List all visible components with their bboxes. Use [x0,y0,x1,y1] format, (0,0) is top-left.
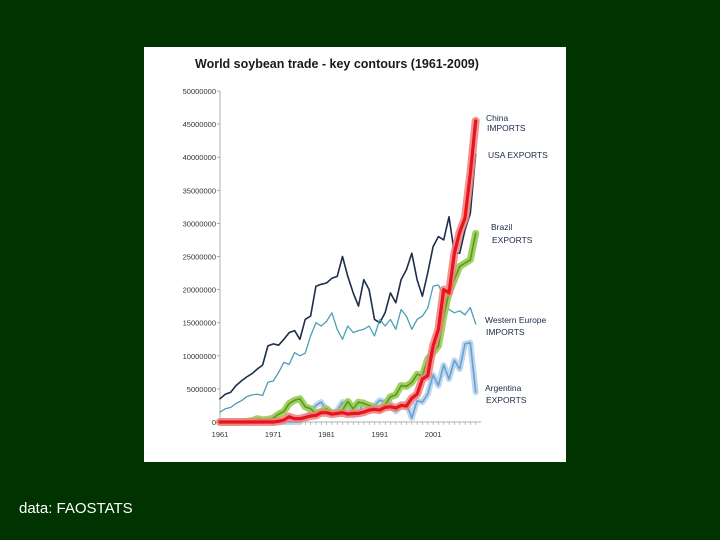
y-tick-label: 35000000 [183,186,216,195]
series-label-argentina: Argentina [485,383,522,393]
y-tick-label: 15000000 [183,319,216,328]
series-usa [219,153,477,400]
series-line [218,119,478,424]
series-line [219,153,477,400]
y-tick-label: 20000000 [183,286,216,295]
series-label-usa: USA EXPORTS [488,150,548,160]
x-tick-label: 1961 [212,430,229,439]
y-tick-label: 45000000 [183,120,216,129]
y-tick-label: 40000000 [183,153,216,162]
x-tick-label: 1991 [371,430,388,439]
chart-svg: World soybean trade - key contours (1961… [183,57,549,439]
chart-title: World soybean trade - key contours (1961… [195,57,479,71]
series-label-europe-line2: IMPORTS [486,327,525,337]
y-tick-label: 50000000 [183,87,216,96]
series-label-argentina-line2: EXPORTS [486,395,527,405]
y-tick-label: 25000000 [183,253,216,262]
series-label-china-line2: IMPORTS [487,123,526,133]
x-tick-label: 2001 [425,430,442,439]
series-label-brazil-line2: EXPORTS [492,235,533,245]
y-tick-label: 30000000 [183,219,216,228]
x-tick-label: 1971 [265,430,282,439]
y-tick-label: 0 [212,418,216,427]
series-europe [219,284,477,413]
x-tick-label: 1981 [318,430,335,439]
series-china [216,116,480,426]
y-tick-label: 5000000 [187,385,216,394]
series-line [219,284,477,413]
data-source-caption: data: FAOSTATS [19,500,133,517]
chart-figure: World soybean trade - key contours (1961… [144,47,566,462]
series-label-europe: Western Europe [485,315,547,325]
series-label-brazil: Brazil [491,222,512,232]
y-tick-label: 10000000 [183,352,216,361]
series-label-china: China [486,113,508,123]
